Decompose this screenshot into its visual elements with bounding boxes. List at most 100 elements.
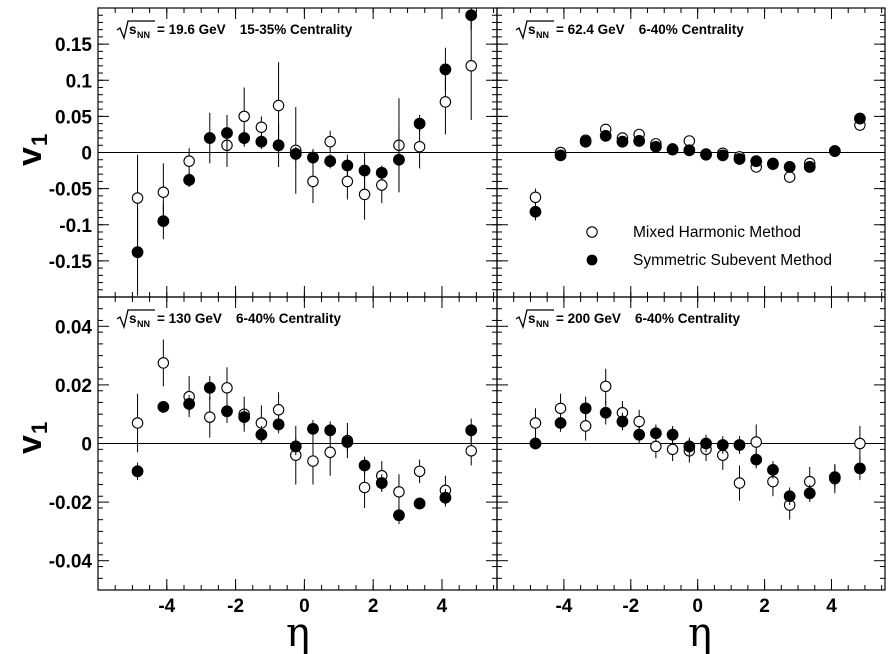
y-tick-label: 0 [81, 144, 92, 165]
data-point-filled [767, 158, 779, 170]
data-point-filled [341, 436, 354, 448]
panel-br: -4 -2 0 2 4 s NN = 200 GeV 6-40% Centrality [496, 296, 886, 617]
data-point-filled [465, 424, 478, 437]
series-mixed-harmonic [529, 368, 866, 520]
data-point-open [307, 455, 319, 467]
data-point-filled [324, 155, 337, 168]
data-point-open [272, 404, 285, 416]
data-point-filled [733, 153, 746, 165]
y-axis-title-sub: 1 [27, 134, 52, 146]
data-point-filled [413, 497, 426, 510]
y-tick-label: 0.02 [55, 376, 92, 397]
data-point-open [358, 188, 371, 201]
data-point-open [854, 437, 866, 450]
data-point-filled [203, 381, 216, 394]
x-tick-label: 0 [692, 596, 703, 617]
data-point-filled [358, 459, 371, 472]
x-tick-label: -2 [227, 596, 244, 617]
data-point-open [221, 382, 233, 394]
data-point-filled [307, 422, 319, 435]
data-point-filled [616, 415, 629, 428]
sqrt-s-label: s [129, 311, 137, 326]
data-point-open [238, 110, 250, 123]
y-axis-title: v1 [11, 134, 52, 166]
sqrt-sub-label: NN [137, 30, 150, 40]
data-point-open [272, 99, 285, 112]
y-tick-label: -0.05 [49, 180, 93, 201]
data-point-open [157, 357, 170, 369]
x-tick-label: -4 [555, 596, 572, 617]
series-symmetric-subevent [131, 8, 478, 296]
series-mixed-harmonic [131, 11, 477, 242]
y-tick-label: 0.15 [55, 35, 92, 56]
series-symmetric-subevent [529, 112, 866, 221]
x-tick-label: 0 [299, 596, 310, 617]
data-point-filled [157, 400, 170, 413]
data-point-filled [683, 144, 696, 157]
panel-label: s NN = 200 GeV 6-40% Centrality [515, 309, 740, 330]
data-point-filled [579, 402, 592, 415]
data-point-open [324, 135, 336, 148]
sqrt-sub-label: NN [536, 30, 549, 40]
data-point-open [783, 171, 796, 183]
y-axis-title-sub: 1 [27, 422, 52, 434]
series-symmetric-subevent [131, 376, 478, 525]
data-point-filled [289, 440, 302, 453]
data-point-filled [341, 159, 354, 172]
data-point-open [733, 477, 746, 489]
sqrt-sign [515, 309, 554, 330]
legend-label: Symmetric Subevent Method [633, 252, 832, 269]
data-point-filled [554, 149, 567, 162]
data-point-filled [666, 143, 679, 156]
legend-marker-filled [586, 254, 598, 266]
data-point-filled [599, 129, 612, 142]
data-point-open [324, 446, 336, 459]
series-mixed-harmonic [529, 119, 866, 206]
data-point-filled [375, 166, 388, 179]
panel-label: s NN = 19.6 GeV 15-35% Centrality [116, 20, 353, 41]
series-mixed-harmonic [131, 339, 477, 510]
energy-label: = 200 GeV [556, 311, 621, 326]
y-tick-label: 0.05 [55, 107, 92, 128]
data-point-open [650, 440, 662, 453]
data-point-filled [183, 174, 196, 186]
data-point-filled [324, 424, 337, 437]
x-tick-label: 2 [759, 596, 770, 617]
data-point-open [666, 443, 679, 456]
data-point-filled [375, 477, 388, 489]
energy-label: = 62.4 GeV [556, 22, 625, 37]
sqrt-sign [515, 20, 554, 41]
data-point-filled [439, 63, 452, 76]
data-point-filled [358, 164, 371, 177]
data-point-filled [131, 465, 144, 478]
x-tick-label: -4 [158, 596, 175, 617]
data-point-filled [700, 437, 712, 450]
data-point-open [529, 191, 542, 204]
data-point-filled [767, 463, 779, 476]
sqrt-s-label: s [528, 22, 536, 37]
y-tick-label: 0.04 [55, 317, 92, 338]
data-point-filled [803, 487, 816, 500]
data-point-filled [221, 405, 233, 418]
series-symmetric-subevent [529, 396, 866, 506]
x-tick-label: 2 [368, 596, 379, 617]
data-point-filled [750, 155, 763, 168]
centrality-label: 6-40% Centrality [236, 311, 342, 326]
data-point-open [393, 486, 405, 498]
data-point-filled [700, 148, 712, 161]
y-tick-label: 0.1 [66, 71, 93, 92]
data-point-open [341, 175, 354, 188]
data-point-open [358, 481, 371, 494]
x-axis-title: η [688, 610, 712, 654]
data-point-filled [649, 140, 662, 153]
y-axis-title-v: v [11, 147, 49, 166]
data-point-filled [183, 398, 196, 410]
data-point-filled [579, 135, 592, 148]
panel-tr: s NN = 62.4 GeV 6-40% Centrality [496, 7, 886, 298]
data-point-filled [221, 127, 233, 139]
data-point-filled [828, 145, 841, 157]
data-point-filled [633, 428, 646, 441]
data-point-open [465, 445, 477, 457]
data-point-open [204, 411, 216, 423]
sqrt-sign [116, 20, 155, 41]
